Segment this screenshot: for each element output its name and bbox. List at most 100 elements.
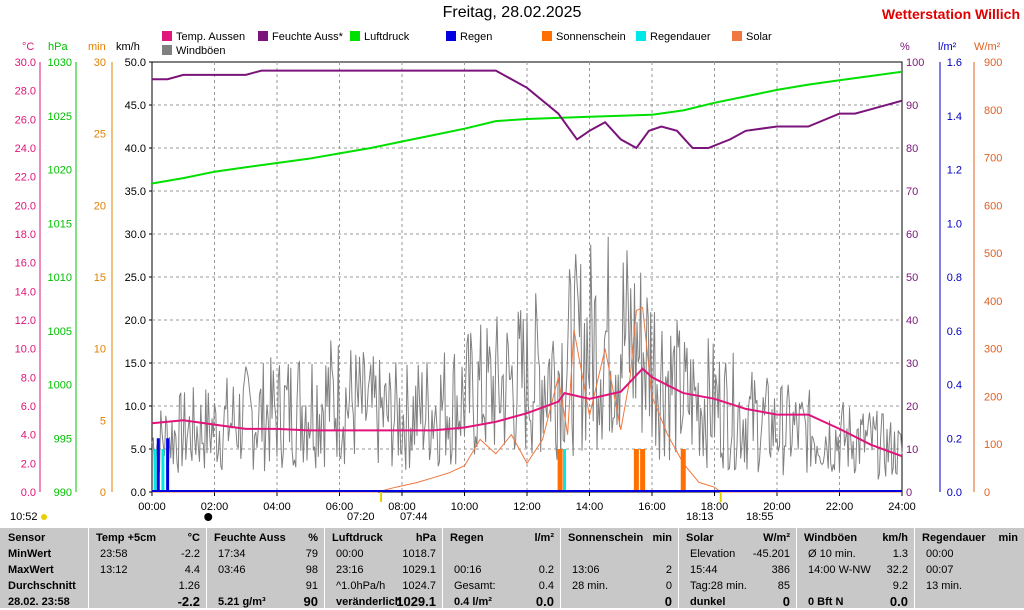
table-row: 13 min. xyxy=(914,578,1024,594)
table-row xyxy=(560,546,678,562)
pressure-tick-label: 990 xyxy=(54,487,72,499)
cell-value: -2.2 xyxy=(177,594,200,609)
cell-value: -45.201 xyxy=(752,548,790,560)
cell-label: dunkel xyxy=(690,596,726,608)
legend-swatch xyxy=(732,31,742,41)
temp-tick-label: 0.0 xyxy=(21,487,36,499)
solar-unit-label: W/m² xyxy=(974,41,1001,53)
temp-tick-label: 16.0 xyxy=(15,258,36,270)
cell-label: 00:00 xyxy=(926,548,954,560)
temp-tick-label: 18.0 xyxy=(15,229,36,241)
table-row: veränderlich 1029.1 xyxy=(324,594,442,610)
humidity-tick-label: 70 xyxy=(906,186,918,198)
sunset-label-b: 18:55 xyxy=(746,511,774,523)
wind-tick-label: 50.0 xyxy=(125,57,146,69)
cell-value: 1018.7 xyxy=(402,548,436,560)
cell-label: veränderlich xyxy=(336,596,402,608)
table-row: 15:44 386 xyxy=(678,562,796,578)
cell-label: 17:34 xyxy=(218,548,246,560)
minutes-tick-label: 10 xyxy=(94,344,106,356)
cell-value: 9.2 xyxy=(892,580,908,592)
table-row: dunkel 0 xyxy=(678,594,796,610)
rain-tick-label: 1.0 xyxy=(947,218,962,230)
time-tick-label: 20:00 xyxy=(763,501,791,513)
rain-tick-label: 1.6 xyxy=(947,57,962,69)
series-windboeen xyxy=(151,236,903,480)
table-row: Elevation -45.201 xyxy=(678,546,796,562)
legend-swatch xyxy=(162,31,172,41)
legend-label: Solar xyxy=(746,31,772,43)
cell-label: Elevation xyxy=(690,548,736,560)
temp-tick-label: 30.0 xyxy=(15,57,36,69)
cell-label: 14:00 W-NW xyxy=(808,564,871,576)
station-name: Wetterstation Willich xyxy=(881,6,1020,22)
table-header: Windböen km/h xyxy=(796,530,914,546)
table-column: Solar W/m² Elevation -45.201 15:44 386 Tag:28 … xyxy=(678,528,797,610)
bar-regen xyxy=(166,438,170,492)
time-tick-label: 06:00 xyxy=(326,501,354,513)
table-header: Luftdruck hPa xyxy=(324,530,442,546)
cell-label: 13:06 xyxy=(572,564,600,576)
bar-sonnenschein xyxy=(640,449,646,492)
wind-tick-label: 15.0 xyxy=(125,358,146,370)
legend-item: Temp. Aussen xyxy=(162,31,245,43)
legend-label: Sonnenschein xyxy=(556,31,626,43)
table-row: Ø 10 min. 1.3 xyxy=(796,546,914,562)
minutes-tick-label: 5 xyxy=(100,415,106,427)
cell-value: 386 xyxy=(771,564,790,576)
legend-label: Regendauer xyxy=(650,31,711,43)
solar-tick-label: 500 xyxy=(984,248,1002,260)
cell-value: 0.4 xyxy=(538,580,554,592)
legend-swatch xyxy=(350,31,360,41)
series-solar xyxy=(152,306,902,493)
minutes-tick-label: 25 xyxy=(94,129,106,141)
humidity-tick-label: 60 xyxy=(906,229,918,241)
wind-tick-label: 0.0 xyxy=(131,487,146,499)
wind-tick-label: 45.0 xyxy=(125,100,146,112)
summary-table: Sensor MinWert MaxWert Durchschnitt 28.0… xyxy=(0,528,1024,610)
column-unit: min xyxy=(652,532,672,544)
column-unit: l/m² xyxy=(534,532,554,544)
cell-value: 1029.1 xyxy=(402,564,436,576)
column-unit: hPa xyxy=(415,532,436,544)
legend-label: Regen xyxy=(460,31,493,43)
cell-value: 1.26 xyxy=(178,580,200,592)
legend-item: Regen xyxy=(446,31,492,43)
time-tick-label: 22:00 xyxy=(826,501,854,513)
table-row: 0 xyxy=(560,594,678,610)
time-tick-label: 12:00 xyxy=(513,501,541,513)
column-title: Luftdruck xyxy=(332,532,383,544)
minutes-tick-label: 30 xyxy=(94,57,106,69)
solar-tick-label: 600 xyxy=(984,200,1002,212)
wind-tick-label: 20.0 xyxy=(125,315,146,327)
solar-tick-label: 100 xyxy=(984,439,1002,451)
humidity-tick-label: 10 xyxy=(906,444,918,456)
rain-tick-label: 0.8 xyxy=(947,272,962,284)
table-row: 17:34 79 xyxy=(206,546,324,562)
column-title: Feuchte Auss xyxy=(214,532,286,544)
temp-tick-label: 26.0 xyxy=(15,114,36,126)
temp-tick-label: 6.0 xyxy=(21,401,36,413)
legend-label: Windböen xyxy=(176,45,226,57)
series-luftdruck xyxy=(151,70,903,185)
cell-value: 0 xyxy=(665,580,672,592)
pressure-tick-label: 1010 xyxy=(48,272,72,284)
humidity-tick-label: 20 xyxy=(906,401,918,413)
time-tick-label: 24:00 xyxy=(888,501,916,513)
pressure-tick-label: 1025 xyxy=(48,111,72,123)
temp-tick-label: 4.0 xyxy=(21,430,36,442)
humidity-tick-label: 0 xyxy=(906,487,912,499)
cell-label: 15:44 xyxy=(690,564,718,576)
series-feuchte xyxy=(152,69,903,150)
cell-label: 03:46 xyxy=(218,564,246,576)
pressure-tick-label: 995 xyxy=(54,433,72,445)
table-column: Feuchte Auss% 17:34 79 03:46 98 91 5.21 g/m³ 90 xyxy=(206,528,325,610)
minutes-tick-label: 0 xyxy=(100,487,106,499)
row-label-sensor: Sensor xyxy=(8,532,46,544)
table-row: 5.21 g/m³ 90 xyxy=(206,594,324,610)
column-unit: % xyxy=(308,532,318,544)
temp-tick-label: 20.0 xyxy=(15,200,36,212)
table-row: 23:16 1029.1 xyxy=(324,562,442,578)
row-labels-column: Sensor MinWert MaxWert Durchschnitt 28.0… xyxy=(0,528,89,608)
pressure-tick-label: 1000 xyxy=(48,380,72,392)
